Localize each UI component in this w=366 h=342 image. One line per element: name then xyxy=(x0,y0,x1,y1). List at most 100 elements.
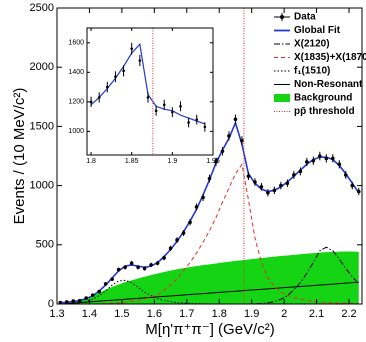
data-point xyxy=(136,265,140,270)
data-point xyxy=(195,118,199,121)
data-point xyxy=(285,181,290,186)
x-tick-label: 2.1 xyxy=(309,308,324,320)
data-point xyxy=(207,176,212,181)
data-point xyxy=(129,261,134,265)
y-tick-label: 2000 xyxy=(30,61,54,73)
data-point xyxy=(350,183,355,188)
data-point xyxy=(162,256,166,260)
data-point xyxy=(171,110,174,114)
data-point xyxy=(343,173,348,177)
data-point xyxy=(97,96,101,99)
y-tick-label: 1600 xyxy=(68,40,84,47)
legend-label: Global Fit xyxy=(294,25,341,36)
data-point xyxy=(227,134,231,138)
data-point xyxy=(240,138,244,143)
data-point xyxy=(188,220,192,225)
data-point xyxy=(324,156,329,161)
x-tick-label: 1.7 xyxy=(179,308,194,320)
data-point xyxy=(318,154,322,158)
data-point xyxy=(175,238,179,242)
x-tick-label: 1.9 xyxy=(244,308,259,320)
data-point xyxy=(272,188,277,193)
x-tick-label: 1.4 xyxy=(82,308,97,320)
legend-label: Background xyxy=(294,93,352,104)
x-tick-label: 1.8 xyxy=(212,308,227,320)
data-point xyxy=(187,121,190,124)
data-point xyxy=(201,195,205,200)
data-point xyxy=(259,184,264,189)
x-tick-label: 1.6 xyxy=(147,308,162,320)
data-point xyxy=(253,180,257,184)
data-point xyxy=(266,190,270,195)
data-point xyxy=(214,160,218,164)
x-tick-label: 1.8 xyxy=(86,158,96,165)
legend-label: Data xyxy=(294,12,316,23)
data-point xyxy=(233,117,238,122)
x-tick-label: 1.85 xyxy=(125,158,139,165)
data-point xyxy=(130,47,134,50)
data-point xyxy=(181,231,186,235)
x-tick-label: 1.3 xyxy=(49,308,64,320)
data-point xyxy=(123,265,127,270)
data-point xyxy=(122,69,125,73)
data-point xyxy=(194,205,199,209)
data-point xyxy=(337,162,342,167)
data-point xyxy=(84,296,89,300)
background-area xyxy=(60,251,359,304)
data-point xyxy=(90,293,95,297)
data-point xyxy=(64,300,69,304)
data-point xyxy=(279,183,283,188)
data-point xyxy=(292,173,296,177)
legend-label: pp̄ threshold xyxy=(294,106,355,117)
legend-label: Non-Resonant xyxy=(294,79,363,90)
data-point xyxy=(356,189,361,194)
data-point xyxy=(110,277,114,281)
plot-frame xyxy=(86,27,214,156)
x-tick-label: 2.2 xyxy=(341,308,356,320)
plot-content xyxy=(89,42,207,132)
data-point xyxy=(168,246,173,251)
legend-swatch xyxy=(274,94,290,102)
x-tick-label: 1.5 xyxy=(114,308,129,320)
x-tick-label: 1.95 xyxy=(206,158,220,165)
data-point xyxy=(162,103,166,107)
data-point xyxy=(203,125,207,129)
data-point xyxy=(97,289,101,294)
data-point xyxy=(330,156,335,161)
y-tick-label: 2500 xyxy=(30,2,54,14)
plot-frame xyxy=(56,7,363,305)
fit-curve xyxy=(60,163,359,304)
data-point xyxy=(155,261,160,265)
y-tick-label: 1000 xyxy=(68,128,84,135)
legend-label: X(2120) xyxy=(294,39,330,50)
data-point xyxy=(311,158,316,163)
y-tick-label: 0 xyxy=(48,298,54,310)
legend-label: X(1835)+X(1870) xyxy=(294,52,366,63)
data-point xyxy=(246,174,251,178)
y-tick-label: 1200 xyxy=(68,99,84,106)
legend-label: f₁(1510) xyxy=(294,66,330,77)
data-point xyxy=(71,299,76,303)
data-point xyxy=(146,96,150,99)
y-tick-label: 1500 xyxy=(30,120,54,132)
data-point xyxy=(298,169,303,174)
plot-area xyxy=(87,28,213,155)
data-point xyxy=(220,149,225,154)
y-axis-label: Events / (10 MeV/c²) xyxy=(11,88,28,225)
data-point xyxy=(77,298,82,303)
legend-swatch xyxy=(280,15,284,19)
data-point xyxy=(179,104,182,108)
data-point xyxy=(138,59,142,62)
data-point xyxy=(154,109,158,112)
data-point xyxy=(114,75,117,79)
data-point xyxy=(103,282,108,286)
data-point xyxy=(149,263,153,267)
x-axis-label: M[η'π⁺π⁻] (GeV/c²) xyxy=(145,321,274,338)
y-tick-label: 1000 xyxy=(30,180,54,192)
data-point xyxy=(142,266,147,271)
data-point xyxy=(89,100,93,104)
y-tick-label: 500 xyxy=(36,239,54,251)
data-point xyxy=(305,160,309,164)
x-tick-label: 2 xyxy=(281,308,287,320)
